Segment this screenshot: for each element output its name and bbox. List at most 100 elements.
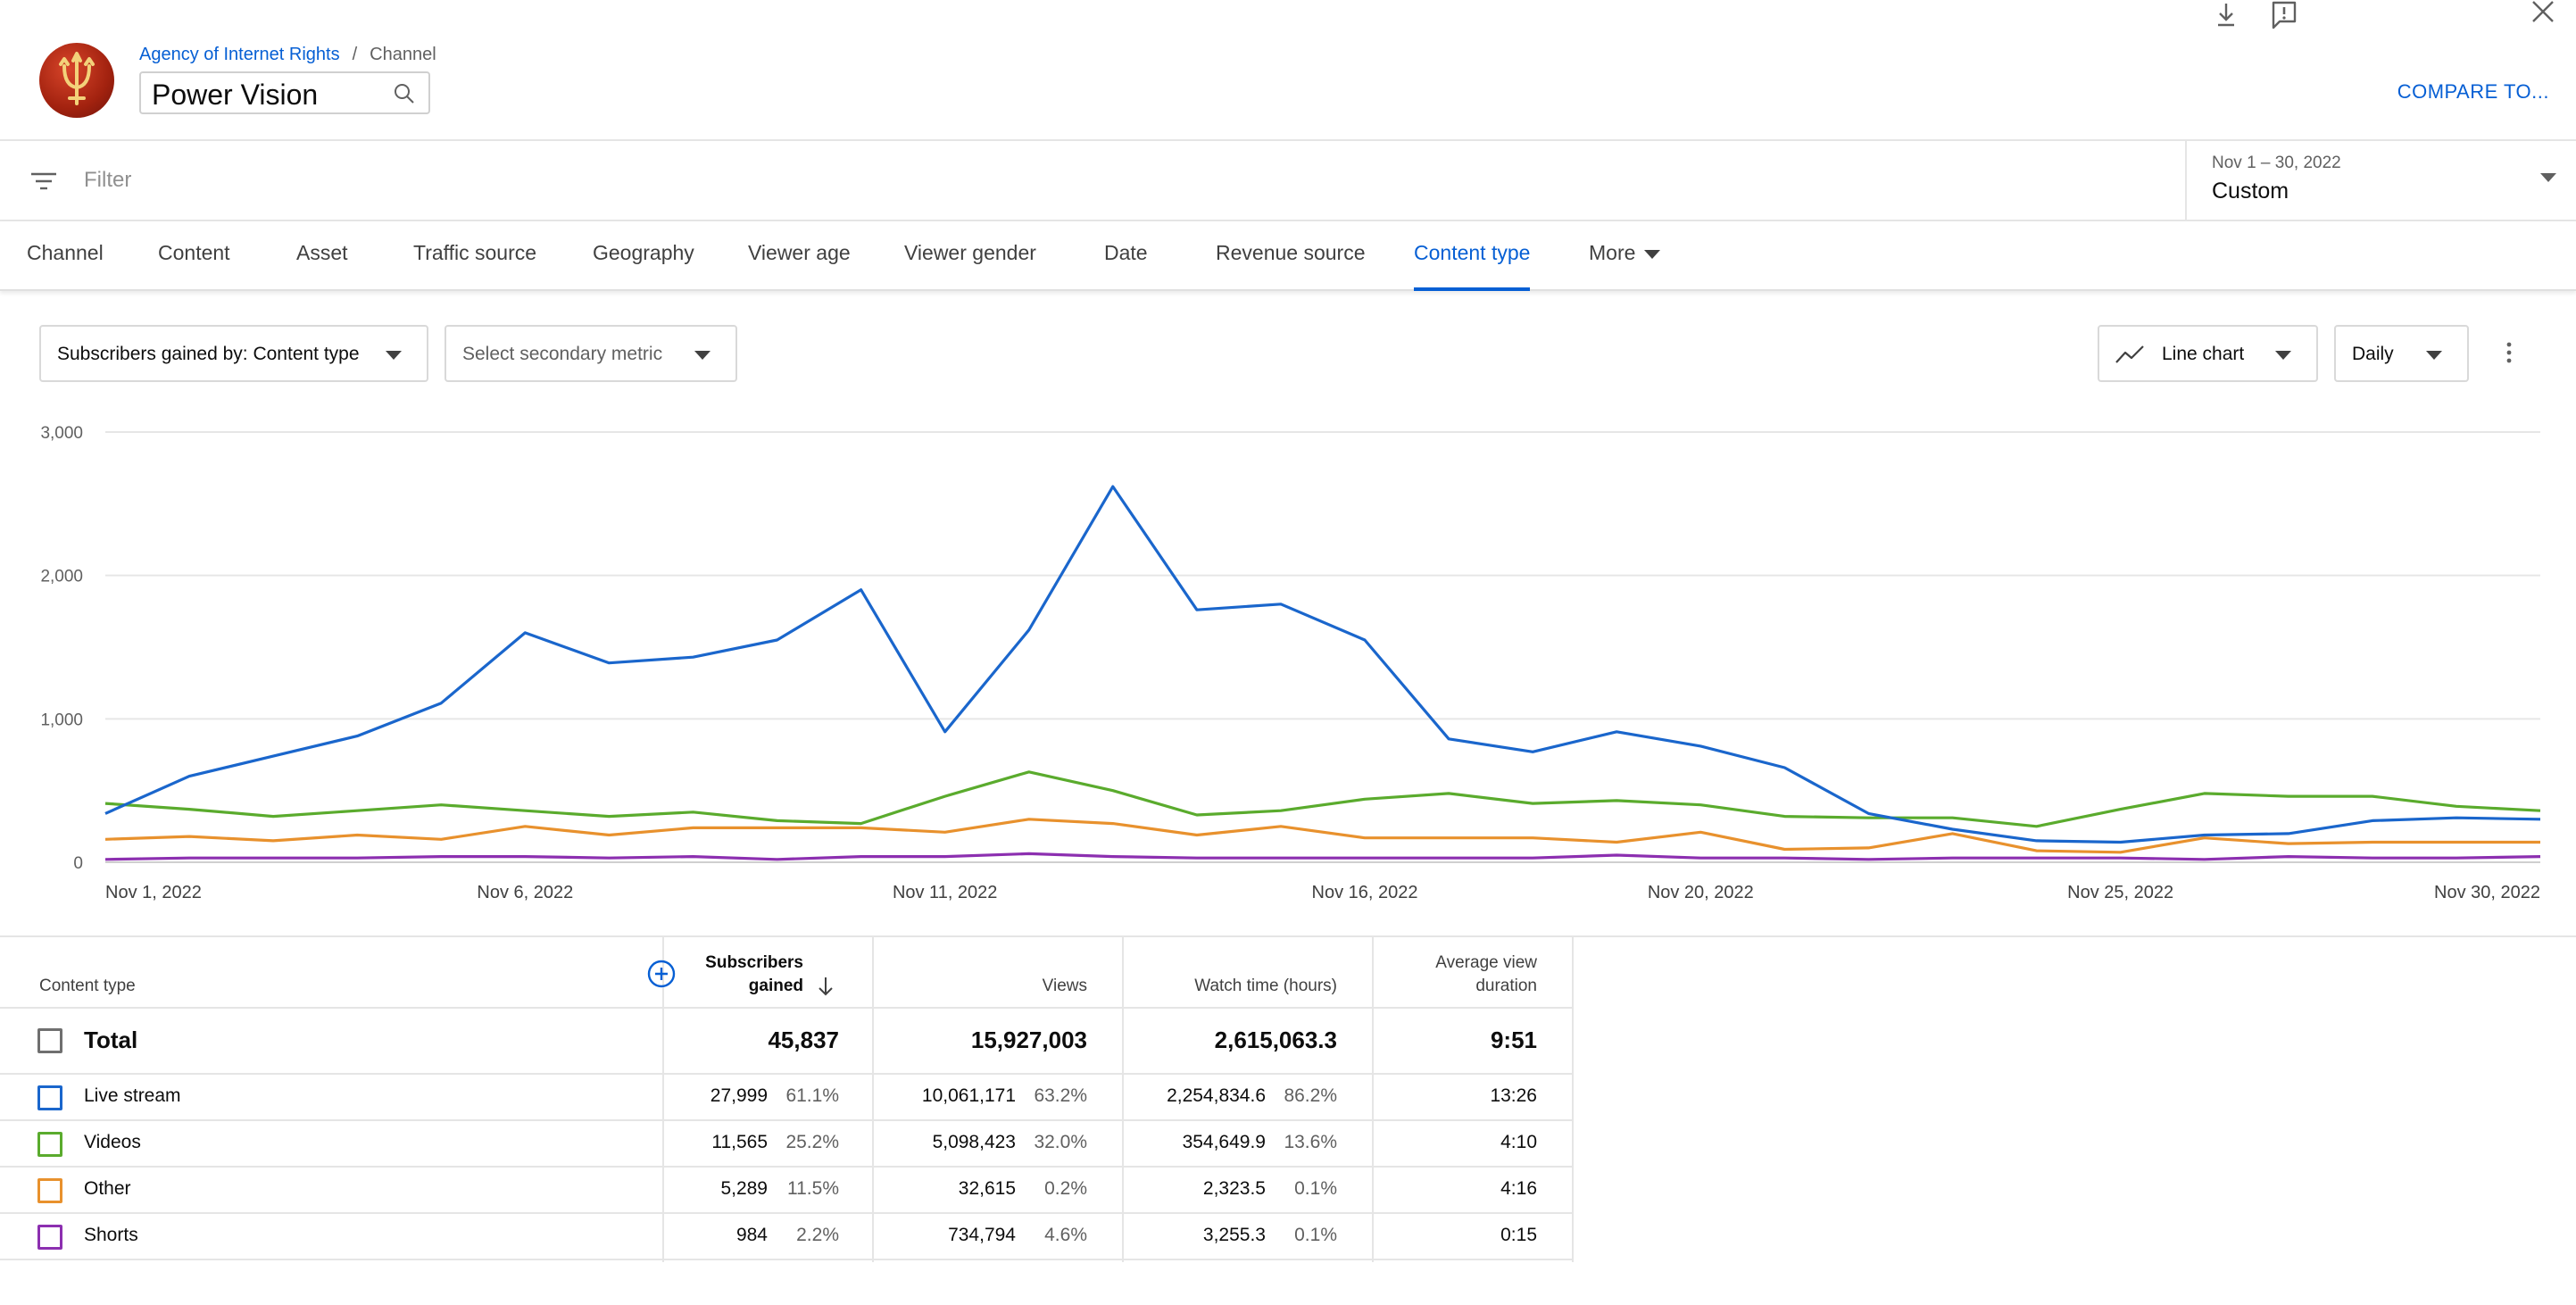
secondary-metric-label: Select secondary metric [462, 344, 663, 364]
series-line-live-stream [104, 485, 2541, 844]
column-divider [1122, 937, 1124, 1262]
header-avg-duration-line1[interactable]: Average view [1435, 953, 1537, 972]
x-tick-label: Nov 25, 2022 [2067, 883, 2173, 902]
filter-icon[interactable] [29, 166, 59, 196]
tab-channel[interactable]: Channel [27, 241, 104, 264]
channel-picker[interactable]: Power Vision [139, 71, 430, 114]
row-subscribers: 11,565 [711, 1132, 768, 1152]
tab-viewer-age[interactable]: Viewer age [748, 241, 851, 264]
y-tick-label: 3,000 [40, 424, 83, 443]
row-checkbox[interactable] [37, 1178, 62, 1203]
tab-more[interactable]: More [1589, 241, 1661, 291]
search-icon[interactable] [393, 82, 416, 105]
breadcrumb-separator: / [352, 45, 358, 64]
row-watch-time-pct: 0.1% [1294, 1225, 1337, 1245]
x-tick-label: Nov 1, 2022 [105, 883, 202, 902]
secondary-metric-dropdown[interactable]: Select secondary metric [445, 325, 737, 382]
tab-content[interactable]: Content [158, 241, 230, 264]
x-tick-label: Nov 6, 2022 [477, 883, 573, 902]
row-views: 10,061,171 [921, 1085, 1016, 1106]
close-icon[interactable] [2528, 0, 2558, 30]
row-label: Other [84, 1178, 131, 1199]
total-subscribers: 45,837 [768, 1027, 839, 1053]
row-checkbox[interactable] [37, 1225, 62, 1250]
header-watch-time[interactable]: Watch time (hours) [1194, 977, 1337, 995]
total-watch-time: 2,615,063.3 [1214, 1027, 1337, 1053]
row-views-pct: 63.2% [1034, 1085, 1087, 1106]
y-tick-label: 0 [73, 854, 83, 873]
row-watch-time-pct: 0.1% [1294, 1178, 1337, 1199]
page-header: Agency of Internet Rights / Channel Power … [0, 0, 2576, 141]
trident-logo-icon [59, 52, 95, 105]
row-checkbox[interactable] [37, 1085, 62, 1110]
row-divider [0, 1212, 1573, 1214]
row-subscribers: 27,999 [710, 1085, 768, 1106]
header-subscribers-line1[interactable]: Subscribers [705, 953, 803, 972]
row-watch-time-pct: 86.2% [1284, 1085, 1337, 1106]
filter-input[interactable]: Filter [84, 168, 132, 192]
row-views-pct: 0.2% [1044, 1178, 1087, 1199]
column-divider [872, 937, 874, 1262]
row-watch-time: 3,255.3 [1202, 1225, 1266, 1245]
granularity-label: Daily [2352, 344, 2394, 364]
total-checkbox[interactable] [37, 1028, 62, 1053]
row-subscribers-pct: 11.5% [787, 1178, 839, 1199]
row-label: Live stream [84, 1085, 181, 1106]
primary-metric-dropdown[interactable]: Subscribers gained by: Content type [39, 325, 428, 382]
row-divider [0, 1007, 1573, 1009]
date-range-selector[interactable]: Nov 1 – 30, 2022 Custom [2185, 141, 2576, 221]
compare-to-button[interactable]: COMPARE TO... [2397, 80, 2549, 103]
chart-type-label: Line chart [2162, 344, 2245, 364]
row-divider [0, 1073, 1573, 1075]
tab-asset[interactable]: Asset [296, 241, 348, 264]
more-options-icon[interactable] [2496, 339, 2522, 366]
tab-geography[interactable]: Geography [593, 241, 694, 264]
breadcrumb: Agency of Internet Rights / Channel [139, 45, 436, 65]
row-label: Shorts [84, 1225, 138, 1245]
tab-date[interactable]: Date [1104, 241, 1148, 264]
breadcrumb-channel: Channel [370, 45, 436, 64]
row-divider [0, 1119, 1573, 1121]
total-label: Total [84, 1027, 138, 1053]
sort-descending-icon[interactable] [816, 975, 835, 998]
row-subscribers-pct: 61.1% [785, 1085, 839, 1106]
row-views-pct: 32.0% [1034, 1132, 1087, 1152]
download-icon[interactable] [2211, 0, 2241, 30]
row-watch-time: 2,254,834.6 [1167, 1085, 1266, 1106]
tab-traffic-source[interactable]: Traffic source [413, 241, 537, 264]
breadcrumb-org-link[interactable]: Agency of Internet Rights [139, 45, 340, 64]
row-divider [0, 1259, 1573, 1260]
tab-viewer-gender[interactable]: Viewer gender [904, 241, 1036, 264]
series-line-other [104, 818, 2540, 854]
row-subscribers-pct: 2.2% [796, 1225, 839, 1245]
tab-more-label: More [1589, 241, 1636, 264]
add-column-icon[interactable] [646, 959, 677, 989]
date-mode-text: Custom [2212, 179, 2289, 204]
data-table: Content type Subscribers gained Views Wa… [0, 935, 2576, 1262]
granularity-dropdown[interactable]: Daily [2334, 325, 2469, 382]
chevron-down-icon [694, 351, 710, 360]
header-subscribers-line2[interactable]: gained [748, 977, 803, 995]
date-range-text: Nov 1 – 30, 2022 [2212, 154, 2341, 172]
row-views-pct: 4.6% [1044, 1225, 1087, 1245]
header-avg-duration-line2[interactable]: duration [1475, 977, 1537, 995]
tab-content-type[interactable]: Content type [1414, 241, 1531, 291]
tab-revenue-source[interactable]: Revenue source [1216, 241, 1366, 264]
chart-type-dropdown[interactable]: Line chart [2098, 325, 2318, 382]
filter-bar: Filter Nov 1 – 30, 2022 Custom [0, 141, 2576, 221]
feedback-icon[interactable] [2269, 0, 2299, 30]
chevron-down-icon [2275, 351, 2291, 360]
channel-name: Power Vision [152, 79, 319, 111]
row-views: 734,794 [948, 1225, 1016, 1245]
row-subscribers: 5,289 [720, 1178, 768, 1199]
row-avg-duration: 4:16 [1500, 1178, 1537, 1199]
row-checkbox[interactable] [37, 1132, 62, 1157]
line-chart: 0 1,000 2,000 3,000 Nov 1, 2022 Nov 6, 2022 No… [40, 424, 2541, 902]
channel-avatar[interactable] [39, 43, 114, 118]
chevron-down-icon [2540, 173, 2556, 182]
row-views: 5,098,423 [932, 1132, 1016, 1152]
row-avg-duration: 0:15 [1500, 1225, 1537, 1245]
total-avg-duration: 9:51 [1490, 1027, 1537, 1053]
header-views[interactable]: Views [1042, 977, 1087, 995]
x-tick-label: Nov 30, 2022 [2434, 883, 2540, 902]
